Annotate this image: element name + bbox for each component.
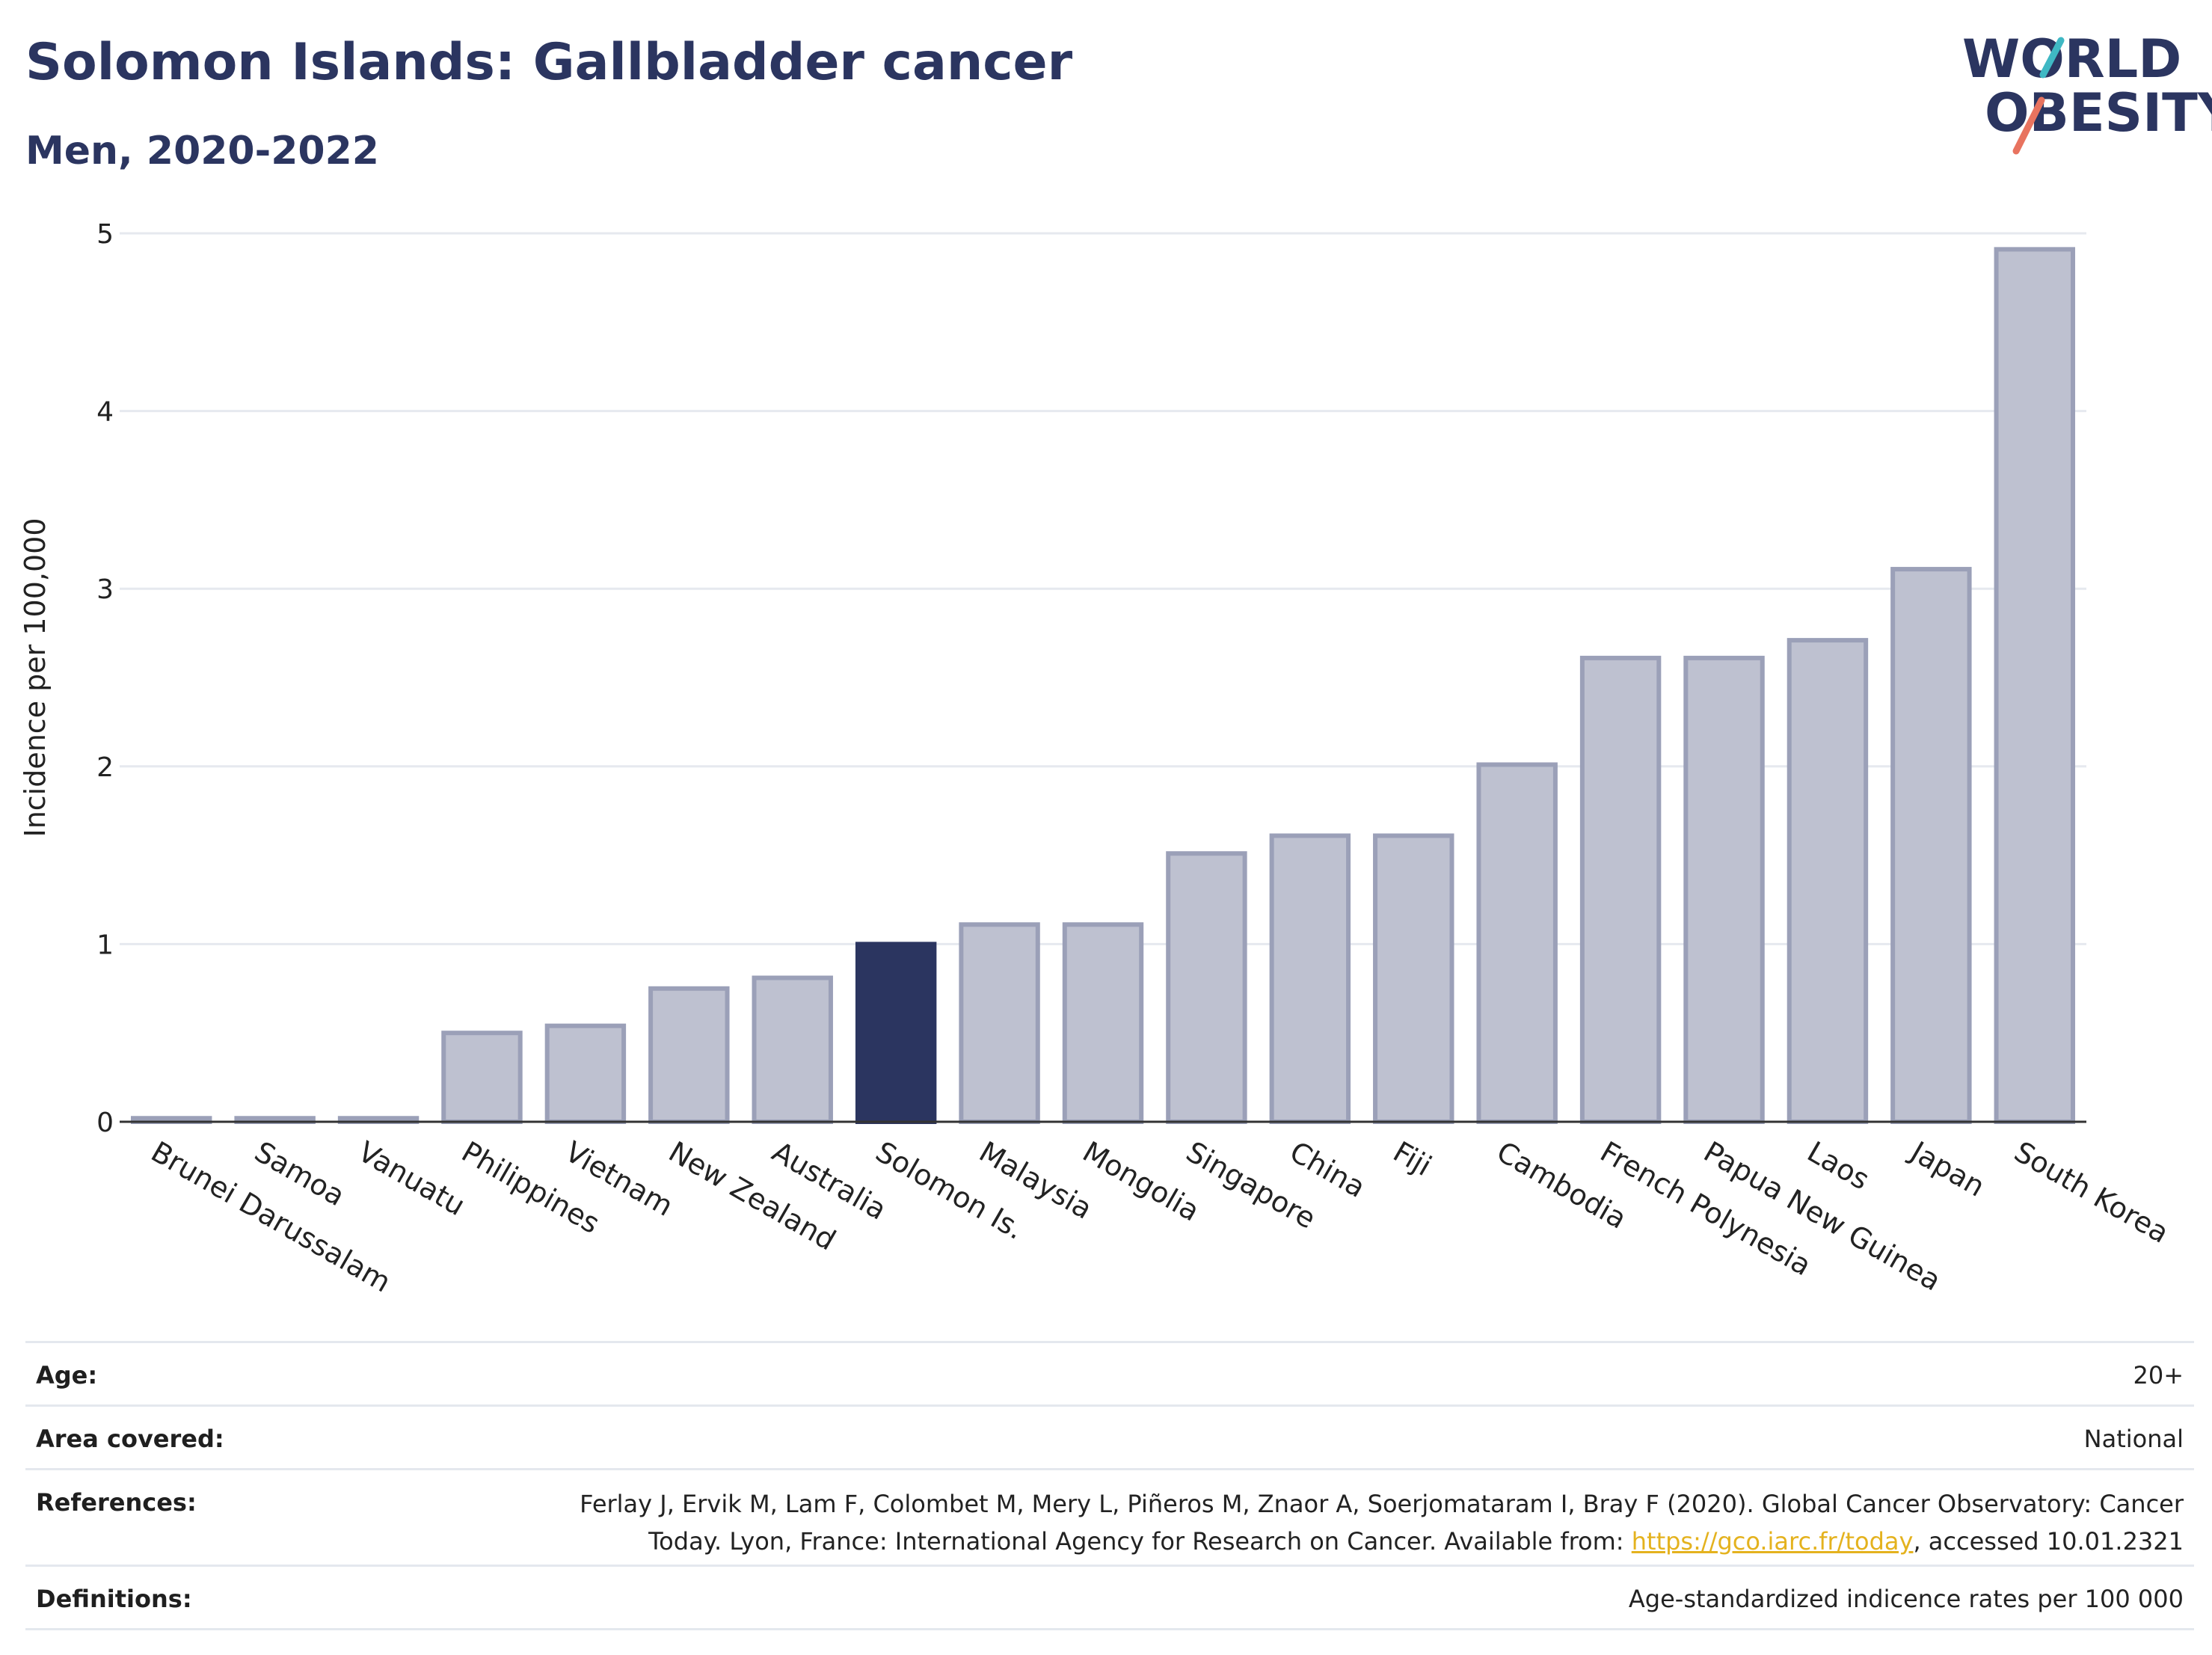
bar bbox=[855, 942, 937, 1125]
meta-row-age: Age: 20+ bbox=[25, 1341, 2194, 1404]
references-value: Ferlay J, Ervik M, Lam F, Colombet M, Me… bbox=[464, 1485, 2184, 1560]
x-tick-label: Laos bbox=[1801, 1135, 1875, 1197]
meta-row-definitions: Definitions: Age-standardized indicence … bbox=[25, 1565, 2194, 1630]
bar bbox=[1787, 638, 1869, 1124]
bar bbox=[1994, 247, 2076, 1124]
x-tick-label: Japan bbox=[1904, 1134, 1991, 1203]
references-link[interactable]: https://gco.iarc.fr/today bbox=[1631, 1527, 1914, 1556]
age-label: Age: bbox=[36, 1361, 98, 1390]
x-tick-label: Vanuatu bbox=[353, 1135, 471, 1222]
metadata-table: Age: 20+ Area covered: National Referenc… bbox=[25, 1341, 2194, 1630]
x-tick-label: Fiji bbox=[1388, 1135, 1437, 1182]
bar bbox=[544, 1023, 627, 1125]
y-tick-label: 5 bbox=[96, 219, 114, 250]
y-tick-label: 4 bbox=[96, 397, 114, 428]
y-tick-label: 3 bbox=[96, 574, 114, 605]
y-tick-label: 1 bbox=[96, 930, 114, 960]
bar bbox=[1890, 567, 1972, 1124]
references-line2-pre: Today. Lyon, France: International Agenc… bbox=[648, 1527, 1632, 1556]
y-tick-label: 2 bbox=[96, 752, 114, 783]
bar bbox=[441, 1031, 523, 1124]
y-axis-label: Incidence per 100,000 bbox=[19, 518, 52, 837]
bar bbox=[1476, 762, 1558, 1124]
x-tick-label: Mongolia bbox=[1078, 1135, 1205, 1228]
references-line1: Ferlay J, Ervik M, Lam F, Colombet M, Me… bbox=[580, 1490, 2184, 1518]
chart-subtitle: Men, 2020-2022 bbox=[25, 129, 379, 174]
references-label: References: bbox=[36, 1488, 197, 1517]
bar bbox=[752, 975, 833, 1124]
bar bbox=[959, 922, 1040, 1125]
definitions-value: Age-standardized indicence rates per 100… bbox=[1628, 1585, 2184, 1613]
bar bbox=[1683, 655, 1765, 1124]
bar bbox=[1579, 655, 1662, 1124]
chart-title: Solomon Islands: Gallbladder cancer bbox=[25, 33, 1073, 92]
logo-text-obesity: OBESITY bbox=[1985, 82, 2212, 144]
bar bbox=[1373, 833, 1454, 1124]
meta-row-area: Area covered: National bbox=[25, 1404, 2194, 1468]
area-value: National bbox=[2083, 1425, 2184, 1453]
bar bbox=[1062, 922, 1144, 1125]
y-tick-label: 0 bbox=[96, 1108, 114, 1138]
bar bbox=[1269, 833, 1351, 1124]
x-tick-label: South Korea bbox=[2009, 1135, 2174, 1250]
area-label: Area covered: bbox=[36, 1425, 224, 1453]
chart-bars bbox=[130, 247, 2076, 1125]
world-obesity-logo: WORLD OBESITY bbox=[1959, 28, 2212, 160]
meta-row-references: References: Ferlay J, Ervik M, Lam F, Co… bbox=[25, 1468, 2194, 1565]
logo-text-world: WORLD bbox=[1962, 28, 2182, 90]
age-value: 20+ bbox=[2133, 1361, 2184, 1390]
bar bbox=[648, 986, 730, 1125]
logo-slash-icon bbox=[2012, 37, 2065, 155]
y-axis-ticks: 0 1 2 3 4 5 bbox=[96, 219, 114, 1138]
definitions-label: Definitions: bbox=[36, 1585, 192, 1613]
references-line2-post: , accessed 10.01.2321 bbox=[1913, 1527, 2184, 1556]
bar bbox=[1166, 851, 1247, 1124]
